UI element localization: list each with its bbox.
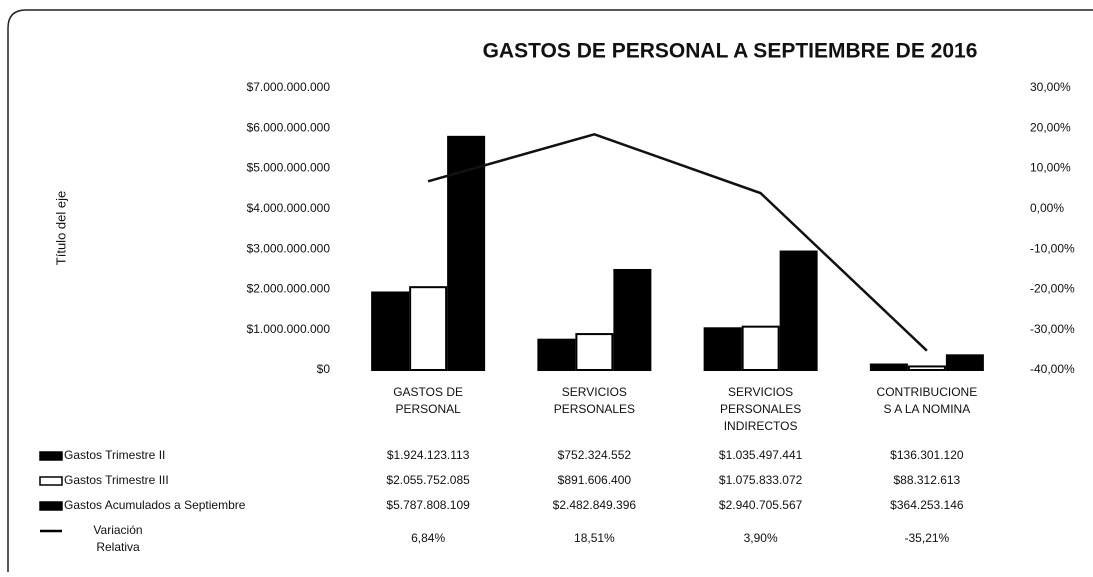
table-value: $1.075.833.072: [719, 473, 803, 487]
legend-swatch: [39, 501, 63, 511]
table-value: $364.253.146: [890, 498, 964, 512]
bar: [537, 338, 576, 372]
legend-label: Variación Relativa: [93, 523, 142, 554]
x-tick-label: SERVICIOS PERSONALES: [554, 385, 635, 416]
y2-tick-label: -40,00%: [1030, 362, 1075, 376]
bar: [575, 333, 614, 371]
y-tick-label: $6.000.000.000: [247, 120, 331, 134]
x-tick-label: CONTRIBUCIONE S A LA NOMINA: [877, 385, 978, 416]
x-tick-label: SERVICIOS PERSONALES INDIRECTOS: [720, 385, 801, 433]
table-value: $891.606.400: [558, 473, 632, 487]
y-tick-label: $2.000.000.000: [247, 282, 331, 296]
legend-label: Gastos Trimestre III: [64, 473, 169, 487]
table-value: 3,90%: [744, 531, 778, 545]
bar: [869, 363, 908, 371]
y-tick-label: $5.000.000.000: [247, 161, 331, 175]
y-tick-label: $0: [317, 362, 331, 376]
legend-label: Gastos Trimestre II: [64, 448, 165, 462]
table-value: $1.924.123.113: [387, 448, 470, 462]
y2-tick-label: -10,00%: [1030, 241, 1075, 255]
table-value: $2.940.705.567: [719, 498, 803, 512]
table-value: $1.035.497.441: [719, 448, 803, 462]
table-value: -35,21%: [905, 531, 950, 545]
table-value: 18,51%: [574, 531, 615, 545]
table-value: $752.324.552: [558, 448, 632, 462]
table-value: $2.482.849.396: [553, 498, 637, 512]
bar: [409, 286, 448, 371]
y2-tick-label: 10,00%: [1030, 161, 1071, 175]
legend-swatch: [39, 476, 63, 486]
y2-tick-label: 0,00%: [1030, 201, 1064, 215]
y-tick-label: $4.000.000.000: [247, 201, 331, 215]
chart-border: [7, 9, 1093, 572]
bar: [907, 365, 946, 371]
bar: [703, 327, 742, 371]
table-value: $5.787.808.109: [386, 498, 470, 512]
y2-tick-label: 20,00%: [1030, 120, 1071, 134]
bar: [741, 325, 780, 372]
y-tick-label: $3.000.000.000: [247, 241, 331, 255]
y-tick-label: $7.000.000.000: [247, 80, 331, 94]
legend-label: Gastos Acumulados a Septiembre: [64, 498, 246, 512]
table-value: 6,84%: [411, 531, 445, 545]
y2-tick-label: -20,00%: [1030, 282, 1075, 296]
y2-tick-label: 30,00%: [1030, 80, 1071, 94]
bar: [945, 354, 984, 372]
line-series: [427, 132, 928, 352]
table-value: $136.301.120: [890, 448, 964, 462]
legend-swatch: [39, 451, 63, 461]
bar: [779, 250, 818, 371]
table-value: $2.055.752.085: [386, 473, 470, 487]
table-value: $88.312.613: [894, 473, 961, 487]
y2-tick-label: -30,00%: [1030, 322, 1075, 336]
bar: [447, 135, 486, 371]
bar: [613, 268, 652, 371]
bar: [371, 291, 410, 371]
chart-title: GASTOS DE PERSONAL A SEPTIEMBRE DE 2016: [483, 40, 978, 63]
y-tick-label: $1.000.000.000: [247, 322, 331, 336]
x-tick-label: GASTOS DE PERSONAL: [393, 385, 463, 416]
y-axis-title: Título del eje: [53, 191, 68, 265]
